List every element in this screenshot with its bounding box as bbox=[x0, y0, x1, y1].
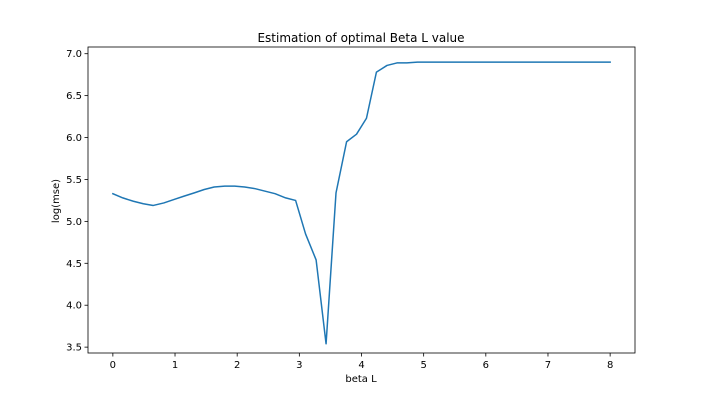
y-tick-label: 6.0 bbox=[66, 133, 82, 144]
y-tick-label: 3.5 bbox=[66, 343, 82, 354]
x-axis-label: beta L bbox=[345, 374, 377, 385]
series-line bbox=[111, 61, 611, 345]
x-axis-ticks: 0 1 2 3 4 5 6 7 8 bbox=[110, 353, 613, 371]
x-tick-label: 0 bbox=[110, 360, 116, 371]
x-tick-label: 1 bbox=[172, 360, 178, 371]
y-tick-label: 4.0 bbox=[66, 301, 82, 312]
y-axis-ticks: 3.5 4.0 4.5 5.0 5.5 6.0 6.5 7.0 bbox=[66, 49, 88, 354]
y-tick-label: 6.5 bbox=[66, 91, 82, 102]
plot-area-frame bbox=[87, 46, 636, 354]
chart-title: Estimation of optimal Beta L value bbox=[257, 31, 464, 45]
x-tick-label: 8 bbox=[607, 360, 613, 371]
y-tick-label: 5.0 bbox=[66, 217, 82, 228]
x-tick-label: 6 bbox=[483, 360, 489, 371]
y-tick-label: 4.5 bbox=[66, 259, 82, 270]
x-tick-label: 3 bbox=[296, 360, 302, 371]
series-layer bbox=[111, 61, 611, 345]
x-tick-label: 4 bbox=[358, 360, 364, 371]
x-tick-label: 7 bbox=[545, 360, 551, 371]
y-tick-label: 7.0 bbox=[66, 49, 82, 60]
y-tick-label: 5.5 bbox=[66, 175, 82, 186]
x-tick-label: 2 bbox=[234, 360, 240, 371]
x-tick-label: 5 bbox=[420, 360, 426, 371]
y-axis-label: log(mse) bbox=[51, 179, 62, 223]
